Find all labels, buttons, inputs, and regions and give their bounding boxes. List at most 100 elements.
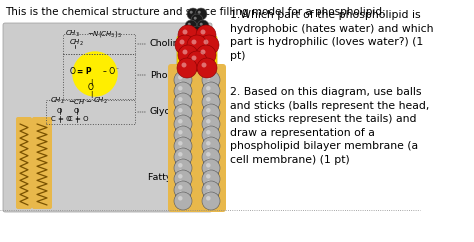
Circle shape	[202, 82, 220, 100]
Circle shape	[206, 196, 210, 201]
Circle shape	[175, 155, 191, 170]
Circle shape	[206, 152, 210, 157]
Circle shape	[203, 144, 219, 159]
Circle shape	[207, 169, 210, 173]
Circle shape	[206, 108, 210, 113]
Circle shape	[191, 39, 197, 45]
Circle shape	[175, 166, 191, 181]
Circle shape	[206, 163, 210, 167]
Circle shape	[177, 58, 197, 78]
Circle shape	[203, 166, 219, 181]
Circle shape	[196, 25, 216, 45]
Text: C = O: C = O	[51, 116, 72, 122]
Text: This is the chemical structure and space filling model for a phospholipid:: This is the chemical structure and space…	[5, 7, 386, 17]
Text: O: O	[70, 68, 76, 76]
Circle shape	[202, 93, 220, 111]
Circle shape	[202, 159, 220, 177]
Circle shape	[191, 55, 197, 60]
Circle shape	[174, 137, 192, 155]
Circle shape	[174, 71, 192, 89]
Circle shape	[207, 92, 210, 96]
Circle shape	[180, 39, 184, 45]
Circle shape	[203, 39, 209, 45]
Circle shape	[199, 35, 219, 55]
Circle shape	[206, 119, 210, 124]
Text: O: O	[74, 108, 79, 114]
Text: O: O	[88, 83, 94, 92]
Circle shape	[203, 177, 219, 192]
Circle shape	[179, 125, 182, 129]
Circle shape	[207, 191, 210, 195]
Circle shape	[178, 130, 182, 135]
Text: ⁻: ⁻	[116, 68, 119, 74]
Circle shape	[178, 141, 182, 145]
Circle shape	[207, 81, 210, 85]
Circle shape	[178, 86, 182, 91]
Circle shape	[179, 114, 182, 118]
Circle shape	[174, 115, 192, 133]
Circle shape	[207, 136, 210, 140]
Circle shape	[194, 29, 197, 32]
Circle shape	[179, 136, 182, 140]
Circle shape	[196, 45, 216, 65]
Text: 2. Based on this diagram, use balls
and sticks (balls represent the head,
and st: 2. Based on this diagram, use balls and …	[230, 87, 429, 165]
Text: 1.Which part of the phospholipid is
hydrophobic (hates water) and which
part is : 1.Which part of the phospholipid is hydr…	[230, 10, 434, 61]
Text: – O: – O	[103, 68, 115, 76]
Circle shape	[179, 169, 182, 173]
Text: Fatty acids: Fatty acids	[148, 173, 199, 182]
Circle shape	[179, 191, 182, 195]
Circle shape	[178, 196, 182, 201]
Text: C = O: C = O	[68, 116, 89, 122]
Circle shape	[197, 20, 209, 32]
Circle shape	[174, 181, 192, 199]
Circle shape	[175, 111, 191, 126]
Circle shape	[179, 180, 182, 184]
Circle shape	[178, 97, 182, 102]
FancyBboxPatch shape	[168, 64, 226, 212]
Circle shape	[174, 192, 192, 210]
Circle shape	[201, 62, 207, 68]
Circle shape	[73, 52, 117, 96]
Text: $- N(CH_3)_3$: $- N(CH_3)_3$	[87, 29, 122, 39]
Circle shape	[178, 45, 198, 65]
Circle shape	[200, 23, 203, 26]
Circle shape	[175, 133, 191, 148]
FancyBboxPatch shape	[32, 117, 52, 209]
Circle shape	[174, 126, 192, 144]
Circle shape	[190, 11, 193, 14]
Circle shape	[178, 185, 182, 189]
Circle shape	[203, 155, 219, 170]
Text: $CH_2$: $CH_2$	[50, 96, 65, 106]
Circle shape	[203, 122, 219, 137]
Circle shape	[175, 35, 195, 55]
Circle shape	[179, 92, 182, 96]
Text: Glycerol: Glycerol	[150, 107, 189, 116]
Circle shape	[203, 89, 219, 104]
Circle shape	[206, 130, 210, 135]
Circle shape	[207, 147, 210, 151]
Circle shape	[206, 141, 210, 145]
Circle shape	[202, 115, 220, 133]
Circle shape	[182, 30, 188, 35]
Circle shape	[202, 104, 220, 122]
FancyBboxPatch shape	[177, 36, 217, 66]
Circle shape	[191, 14, 203, 26]
Circle shape	[201, 50, 206, 54]
Circle shape	[175, 78, 191, 93]
Text: $CH_2$: $CH_2$	[93, 96, 108, 106]
FancyBboxPatch shape	[16, 117, 32, 209]
Circle shape	[195, 8, 207, 20]
Text: $- CH -$: $- CH -$	[68, 97, 92, 106]
Circle shape	[201, 30, 206, 35]
Circle shape	[188, 23, 191, 26]
Circle shape	[202, 181, 220, 199]
Text: $CH_3$: $CH_3$	[65, 29, 80, 39]
Circle shape	[175, 188, 191, 203]
Circle shape	[179, 103, 182, 107]
Circle shape	[174, 159, 192, 177]
Circle shape	[179, 158, 182, 162]
Circle shape	[206, 86, 210, 91]
Circle shape	[206, 97, 210, 102]
Circle shape	[175, 89, 191, 104]
Circle shape	[178, 152, 182, 157]
